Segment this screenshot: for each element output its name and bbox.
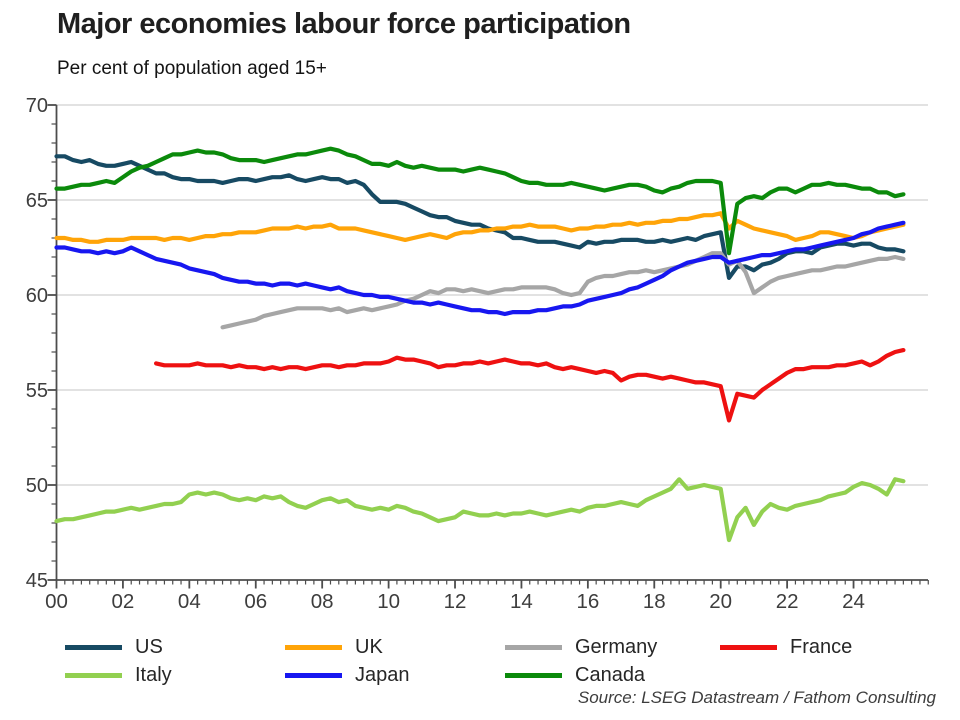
legend-item-germany: Germany bbox=[505, 633, 657, 661]
x-tick-label-10: 10 bbox=[377, 590, 400, 613]
x-tick-label-14: 14 bbox=[510, 590, 533, 613]
x-tick-label-20: 20 bbox=[709, 590, 732, 613]
legend-swatch-italy bbox=[65, 672, 122, 678]
legend-item-us: US bbox=[65, 633, 163, 661]
legend-item-france: France bbox=[720, 633, 852, 661]
legend-swatch-canada bbox=[505, 672, 562, 678]
chart-canvas: 45 50 55 60 65 70 00 02 04 06 08 10 12 14 16 18 20 22 24 bbox=[26, 95, 929, 613]
series-line-italy bbox=[54, 477, 906, 543]
legend-swatch-japan bbox=[285, 672, 342, 678]
x-tick-label-04: 04 bbox=[178, 590, 201, 613]
legend-label-canada: Canada bbox=[575, 664, 646, 686]
x-tick-label-02: 02 bbox=[112, 590, 135, 613]
y-tick-label-70: 70 bbox=[26, 95, 48, 117]
series-line-japan bbox=[54, 220, 906, 317]
y-tick-label-50: 50 bbox=[26, 475, 48, 497]
x-tick-label-16: 16 bbox=[576, 590, 599, 613]
source-credit: Source: LSEG Datastream / Fathom Consult… bbox=[577, 688, 936, 707]
y-tick-label-45: 45 bbox=[26, 570, 48, 592]
x-tick-label-06: 06 bbox=[244, 590, 267, 613]
legend-label-uk: UK bbox=[355, 636, 383, 658]
legend-label-us: US bbox=[135, 636, 163, 658]
legend-label-italy: Italy bbox=[135, 664, 172, 686]
legend-swatch-uk bbox=[285, 644, 342, 650]
legend-swatch-us bbox=[65, 644, 122, 650]
series-line-uk bbox=[54, 211, 906, 244]
legend-item-canada: Canada bbox=[505, 661, 645, 689]
legend-item-italy: Italy bbox=[65, 661, 172, 689]
x-tick-label-24: 24 bbox=[842, 590, 865, 613]
chart-subtitle: Per cent of population aged 15+ bbox=[57, 58, 327, 79]
series-line-us bbox=[54, 154, 906, 280]
legend-swatch-germany bbox=[505, 644, 562, 650]
legend-swatch-france bbox=[720, 644, 777, 650]
legend-label-france: France bbox=[790, 636, 853, 658]
x-tick-label-12: 12 bbox=[444, 590, 467, 613]
y-tick-label-55: 55 bbox=[26, 380, 48, 402]
legend-item-uk: UK bbox=[285, 633, 383, 661]
legend-item-japan: Japan bbox=[285, 661, 410, 689]
legend-label-germany: Germany bbox=[575, 636, 658, 658]
x-tick-label-22: 22 bbox=[776, 590, 799, 613]
chart-title: Major economies labour force participati… bbox=[57, 8, 631, 40]
series-line-france bbox=[154, 348, 906, 423]
x-tick-label-18: 18 bbox=[643, 590, 666, 613]
series-line-germany bbox=[220, 251, 906, 330]
legend: US UK Germany France Italy Japan Canada bbox=[0, 633, 960, 689]
x-tick-label-08: 08 bbox=[311, 590, 334, 613]
series-line-canada bbox=[54, 146, 906, 256]
y-tick-label-65: 65 bbox=[26, 190, 48, 212]
x-tick-label-00: 00 bbox=[45, 590, 68, 613]
legend-label-japan: Japan bbox=[355, 664, 410, 686]
y-tick-label-60: 60 bbox=[26, 285, 48, 307]
